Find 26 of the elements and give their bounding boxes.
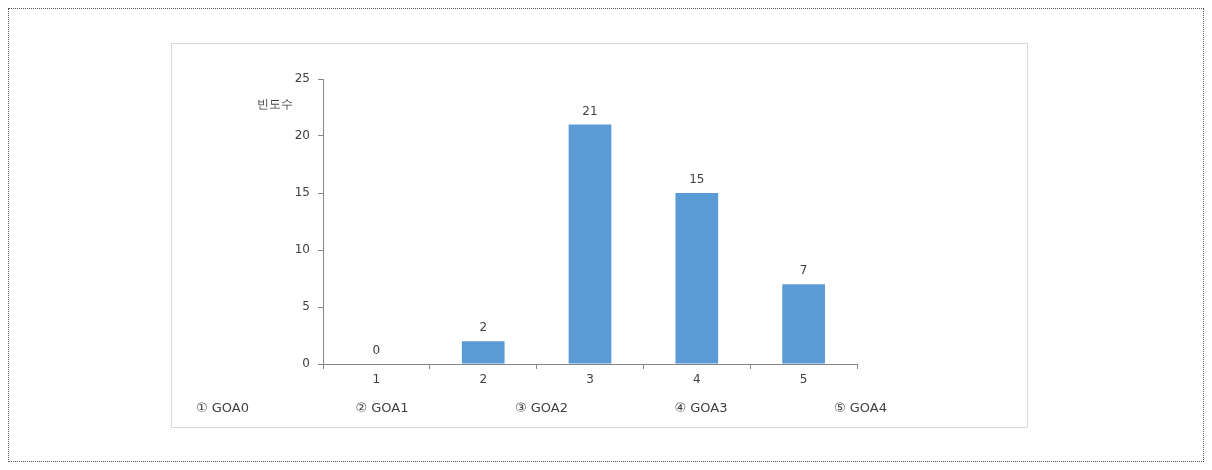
data-label: 21 bbox=[582, 103, 598, 118]
x-tick-label: 3 bbox=[586, 372, 594, 387]
y-tick-label: 10 bbox=[294, 242, 310, 257]
text: ① GOA0 bbox=[196, 400, 250, 415]
text: ⑤ GOA4 bbox=[833, 400, 887, 415]
text: ④ GOA3 bbox=[674, 400, 728, 415]
data-label: 2 bbox=[479, 320, 488, 335]
data-label: 7 bbox=[799, 263, 808, 278]
y-tick-label: 25 bbox=[294, 71, 310, 86]
x-tick-label: 4 bbox=[692, 372, 701, 387]
text: ③ GOA2 bbox=[514, 400, 568, 415]
data-label: 15 bbox=[689, 172, 705, 187]
x-tick-label: 5 bbox=[799, 372, 808, 387]
x-tick-label: 2 bbox=[479, 372, 488, 387]
y-tick-label: 0 bbox=[302, 356, 310, 371]
text: ② GOA1 bbox=[355, 400, 409, 415]
y-tick-label: 5 bbox=[302, 299, 310, 314]
data-label: 0 bbox=[372, 343, 381, 358]
bar bbox=[568, 124, 612, 364]
y-tick-label: 15 bbox=[294, 185, 310, 200]
bar bbox=[782, 284, 825, 364]
bar bbox=[675, 193, 719, 364]
bar bbox=[461, 341, 505, 364]
x-tick-label: 1 bbox=[372, 372, 381, 387]
y-tick-label: 20 bbox=[294, 128, 310, 143]
y-axis-title: 빈도수 bbox=[257, 97, 293, 112]
